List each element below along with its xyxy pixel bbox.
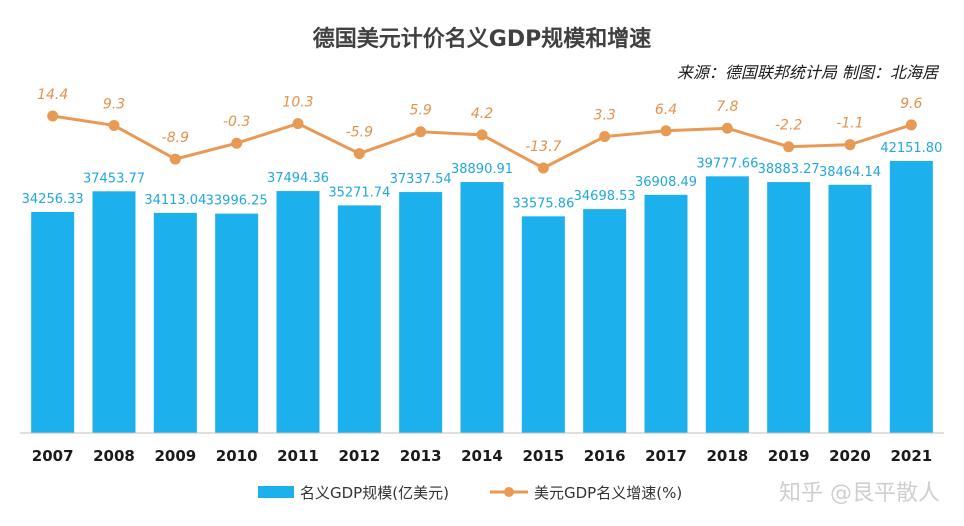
- growth-point-2016: [599, 131, 611, 143]
- growth-label-2013: 5.9: [410, 103, 432, 119]
- growth-label-2014: 4.2: [471, 106, 493, 122]
- bar-2019: [767, 182, 811, 433]
- watermark: 知乎 @艮平散人: [779, 481, 940, 506]
- growth-point-2008: [108, 119, 120, 131]
- growth-label-2010: -0.3: [223, 114, 250, 130]
- growth-label-2019: -2.2: [775, 118, 802, 134]
- growth-label-2015: -13.7: [525, 139, 561, 155]
- bar-2017: [644, 194, 688, 433]
- bar-series: [31, 161, 933, 433]
- x-tick-2009: 2009: [154, 447, 196, 465]
- x-tick-2017: 2017: [645, 447, 687, 465]
- bar-2020: [828, 184, 872, 433]
- legend-line-marker: [504, 487, 514, 497]
- bar-label-2018: 39777.66: [696, 156, 758, 171]
- bar-label-2019: 38883.27: [758, 162, 820, 177]
- x-axis-ticks: 2007 2008 2009 2010 2011 2012 2013 2014 2015 2016…: [32, 447, 932, 465]
- bar-2007: [31, 211, 75, 433]
- x-tick-2014: 2014: [461, 447, 503, 465]
- bar-label-2010: 33996.25: [206, 194, 268, 209]
- growth-label-2012: -5.9: [346, 125, 373, 141]
- bar-2021: [889, 161, 933, 433]
- chart-source: 来源：德国联邦统计局 制图：北海居: [677, 63, 940, 82]
- bar-2010: [215, 213, 259, 433]
- growth-label-2008: 9.3: [103, 96, 125, 112]
- bar-2015: [521, 216, 565, 433]
- growth-label-2016: 3.3: [594, 108, 616, 124]
- growth-point-2021: [905, 119, 917, 131]
- bar-label-2008: 37453.77: [83, 171, 145, 186]
- growth-point-2012: [353, 148, 365, 160]
- growth-label-2017: 6.4: [655, 102, 677, 118]
- growth-point-2011: [292, 118, 304, 130]
- x-tick-2020: 2020: [829, 447, 871, 465]
- bar-label-2017: 36908.49: [635, 175, 697, 190]
- bar-label-2013: 37337.54: [390, 172, 452, 187]
- legend-line-label: 美元GDP名义增速(%): [534, 484, 682, 502]
- growth-label-2018: 7.8: [716, 99, 738, 115]
- growth-label-2021: 9.6: [900, 96, 922, 112]
- growth-point-2015: [537, 162, 549, 174]
- bar-label-2016: 34698.53: [574, 189, 636, 204]
- growth-point-2010: [231, 137, 243, 149]
- bar-2014: [460, 182, 504, 433]
- bar-label-2021: 42151.80: [880, 141, 942, 156]
- growth-label-2009: -8.9: [162, 130, 189, 146]
- legend: 名义GDP规模(亿美元) 美元GDP名义增速(%): [258, 484, 682, 502]
- growth-point-2018: [721, 122, 733, 134]
- x-tick-2019: 2019: [768, 447, 810, 465]
- x-tick-2007: 2007: [32, 447, 74, 465]
- growth-point-2013: [415, 126, 427, 138]
- bar-2012: [337, 205, 381, 433]
- line-series: [47, 110, 917, 174]
- x-tick-2008: 2008: [93, 447, 135, 465]
- bar-2013: [399, 192, 443, 433]
- bar-2009: [153, 212, 197, 433]
- bar-label-2012: 35271.74: [328, 185, 390, 200]
- bar-2008: [92, 191, 136, 433]
- growth-point-2009: [169, 153, 181, 165]
- growth-point-2007: [47, 110, 59, 122]
- x-tick-2021: 2021: [890, 447, 932, 465]
- growth-point-2020: [844, 139, 856, 151]
- bar-label-2014: 38890.91: [451, 162, 513, 177]
- bar-label-2015: 33575.86: [512, 196, 574, 211]
- growth-label-2020: -1.1: [836, 116, 863, 132]
- legend-bar-label: 名义GDP规模(亿美元): [300, 484, 449, 502]
- x-tick-2016: 2016: [584, 447, 626, 465]
- bar-2011: [276, 191, 320, 433]
- growth-point-2017: [660, 125, 672, 137]
- bar-label-2009: 34113.04: [144, 193, 206, 208]
- x-tick-2015: 2015: [522, 447, 564, 465]
- growth-label-2007: 14.4: [37, 87, 68, 103]
- x-tick-2011: 2011: [277, 447, 319, 465]
- bar-2016: [583, 209, 627, 433]
- line-data-labels: 14.4 9.3 -8.9 -0.3 10.3 -5.9 5.9 4.2 -13.7 3.3 6.4…: [37, 87, 922, 155]
- legend-bar-swatch: [258, 486, 294, 498]
- x-tick-2010: 2010: [216, 447, 258, 465]
- bar-data-labels: 34256.33 37453.77 34113.04 33996.25 37494.36…: [22, 141, 943, 211]
- growth-point-2014: [476, 129, 488, 141]
- bar-label-2011: 37494.36: [267, 171, 329, 186]
- bar-2018: [705, 176, 749, 433]
- bar-label-2020: 38464.14: [819, 165, 881, 180]
- x-tick-2018: 2018: [706, 447, 748, 465]
- chart-title: 德国美元计价名义GDP规模和增速: [313, 26, 651, 52]
- x-tick-2012: 2012: [338, 447, 380, 465]
- bar-label-2007: 34256.33: [22, 192, 84, 207]
- growth-label-2011: 10.3: [282, 95, 313, 111]
- growth-point-2019: [783, 141, 795, 153]
- x-tick-2013: 2013: [400, 447, 442, 465]
